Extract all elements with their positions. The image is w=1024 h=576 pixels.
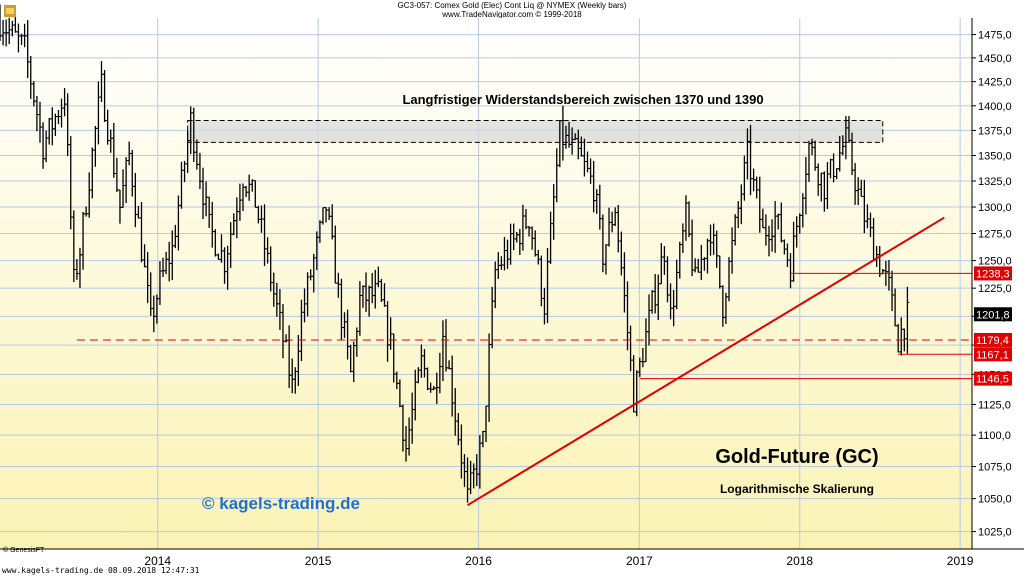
level-value-text: 1179,4 xyxy=(976,335,1009,347)
plot-background xyxy=(0,18,972,549)
chart-subtitle: Logarithmische Skalierung xyxy=(720,482,874,496)
footer-timestamp: www.kagels-trading.de 08.09.2018 12:47:3… xyxy=(2,566,200,575)
y-tick-label: 1300,0 xyxy=(978,202,1012,214)
x-tick-label: 2015 xyxy=(305,554,332,568)
y-tick-label: 1350,0 xyxy=(978,150,1012,162)
level-value-box xyxy=(974,332,1012,347)
level-value-label: 1167,1 xyxy=(974,347,1012,362)
y-tick-label: 1450,0 xyxy=(978,53,1012,65)
level-value-box xyxy=(974,266,1012,281)
y-tick-label: 1400,0 xyxy=(978,101,1012,113)
level-value-label: 1146,5 xyxy=(974,371,1012,386)
y-tick-label: 1425,0 xyxy=(978,77,1012,89)
resistance-zone xyxy=(187,120,884,143)
genesis-credit: © GenesisFT xyxy=(3,546,45,554)
y-tick-label: 1100,0 xyxy=(978,430,1011,442)
y-tick-label: 1075,0 xyxy=(978,462,1012,474)
x-tick-label: 2016 xyxy=(465,554,492,568)
y-tick-label: 1050,0 xyxy=(978,494,1012,506)
chart-title: Gold-Future (GC) xyxy=(715,446,878,468)
level-value-label: 1179,4 xyxy=(974,332,1012,347)
y-tick-label: 1475,0 xyxy=(978,30,1012,42)
x-tick-label: 2019 xyxy=(947,554,974,568)
level-value-box xyxy=(974,371,1012,386)
y-tick-label: 1125,0 xyxy=(978,399,1011,411)
y-tick-label: 1250,0 xyxy=(978,256,1012,268)
level-value-text: 1238,3 xyxy=(976,268,1010,280)
chart-header-title: GC3-057: Comex Gold (Elec) Cont Liq @ NY… xyxy=(397,1,627,10)
support-trendline xyxy=(467,216,945,507)
x-tick-label: 2017 xyxy=(626,554,653,568)
y-tick-label: 1225,0 xyxy=(978,283,1012,295)
level-value-label: 1201,8 xyxy=(974,307,1012,322)
y-tick-label: 1325,0 xyxy=(978,176,1012,188)
level-value-box xyxy=(974,307,1012,322)
level-value-box xyxy=(974,347,1012,362)
level-value-text: 1201,8 xyxy=(976,309,1010,321)
y-tick-label: 1375,0 xyxy=(978,125,1012,137)
level-value-text: 1167,1 xyxy=(976,349,1009,361)
x-tick-label: 2014 xyxy=(144,554,171,568)
watermark-text: © kagels-trading.de xyxy=(202,494,360,513)
resistance-zone-label: Langfristiger Widerstandsbereich zwische… xyxy=(402,92,763,107)
level-value-text: 1146,5 xyxy=(976,374,1009,386)
corner-logo-icon xyxy=(4,5,16,17)
price-bar xyxy=(905,286,910,354)
chart-header-source: www.TradeNavigator.com © 1999-2018 xyxy=(442,10,582,19)
y-tick-label: 1025,0 xyxy=(978,527,1012,539)
y-tick-label: 1275,0 xyxy=(978,229,1012,241)
x-tick-label: 2018 xyxy=(786,554,813,568)
level-value-label: 1238,3 xyxy=(974,266,1012,281)
